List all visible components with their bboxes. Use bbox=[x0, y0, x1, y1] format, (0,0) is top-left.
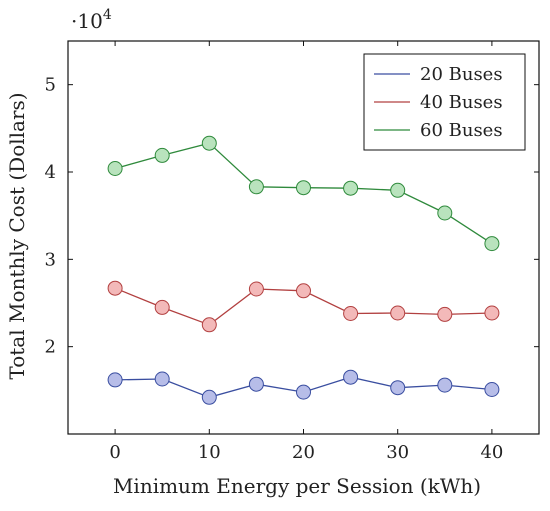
y-axis-label: Total Monthly Cost (Dollars) bbox=[5, 92, 29, 379]
x-axis-label: Minimum Energy per Session (kWh) bbox=[113, 474, 481, 498]
data-point-20-buses bbox=[248, 376, 264, 392]
data-point-40-buses bbox=[107, 280, 123, 296]
data-point-60-buses bbox=[248, 179, 264, 195]
x-tick-label: 20 bbox=[292, 442, 315, 463]
data-point-20-buses bbox=[201, 389, 217, 405]
data-point-60-buses bbox=[390, 182, 406, 198]
x-tick-label: 40 bbox=[480, 442, 503, 463]
chart-marks bbox=[107, 135, 500, 405]
data-point-20-buses bbox=[390, 380, 406, 396]
data-point-60-buses bbox=[201, 135, 217, 151]
legend: 20 Buses 40 Buses 60 Buses bbox=[363, 53, 526, 151]
x-tick-label: 10 bbox=[198, 442, 221, 463]
data-point-40-buses bbox=[296, 283, 311, 299]
data-point-40-buses bbox=[154, 299, 170, 315]
data-point-40-buses bbox=[484, 305, 500, 321]
y-tick-label: 4 bbox=[45, 162, 56, 183]
x-tick-label: 0 bbox=[109, 442, 120, 463]
legend-label-60-buses: 60 Buses bbox=[420, 120, 503, 141]
data-point-20-buses bbox=[343, 369, 359, 385]
data-point-60-buses bbox=[484, 236, 500, 252]
data-point-40-buses bbox=[390, 305, 406, 321]
data-point-60-buses bbox=[437, 205, 453, 221]
data-point-60-buses bbox=[154, 147, 170, 163]
y-tick-label: 5 bbox=[45, 75, 56, 96]
y-tick-label: 2 bbox=[45, 337, 56, 358]
data-point-40-buses bbox=[248, 281, 264, 297]
data-point-40-buses bbox=[201, 317, 217, 333]
legend-label-20-buses: 20 Buses bbox=[420, 64, 503, 85]
axes: 0 10 20 30 40 2 3 4 5 bbox=[45, 41, 539, 463]
x-tick-label: 30 bbox=[386, 442, 409, 463]
data-point-20-buses bbox=[437, 377, 453, 393]
data-point-20-buses bbox=[107, 372, 123, 388]
legend-label-40-buses: 40 Buses bbox=[420, 92, 503, 113]
data-point-20-buses bbox=[296, 384, 311, 400]
data-point-60-buses bbox=[107, 161, 123, 176]
data-point-60-buses bbox=[343, 180, 359, 196]
data-point-20-buses bbox=[154, 371, 170, 387]
y-axis-multiplier: ·104 bbox=[71, 7, 112, 33]
data-point-60-buses bbox=[296, 180, 311, 196]
data-point-20-buses bbox=[484, 382, 500, 397]
data-point-40-buses bbox=[343, 306, 359, 321]
y-tick-label: 3 bbox=[45, 249, 56, 270]
data-point-40-buses bbox=[437, 306, 453, 322]
